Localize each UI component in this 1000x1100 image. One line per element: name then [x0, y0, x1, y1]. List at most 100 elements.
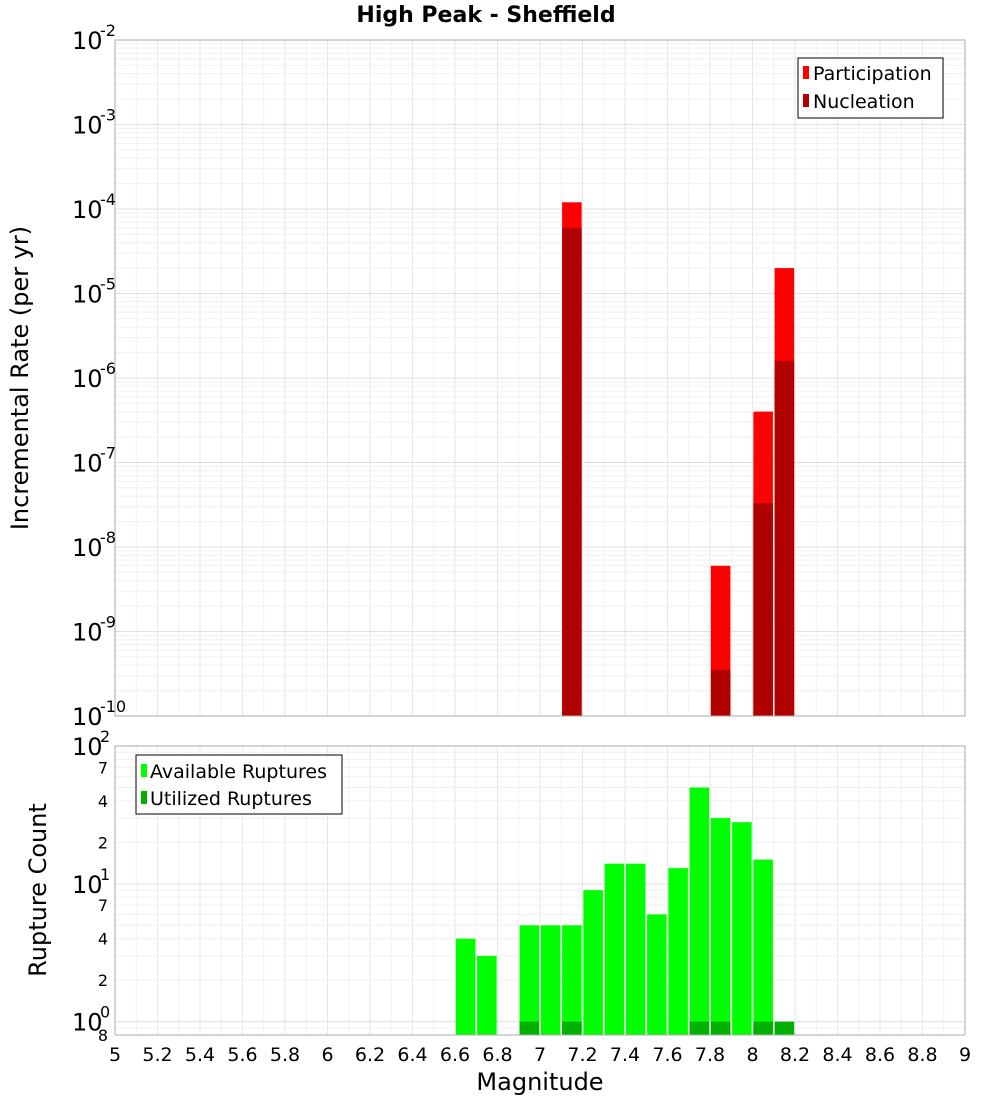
count-ytick-base: 10: [72, 1009, 103, 1037]
count-minor-tick: 7: [98, 896, 108, 915]
count-bar-utilized-ruptures: [774, 1021, 795, 1035]
count-y-axis-title: Rupture Count: [24, 803, 52, 977]
rate-ytick-exponent: -4: [100, 190, 116, 209]
legend-participation: Participation: [813, 63, 932, 85]
rate-bar-nucleation: [710, 670, 731, 716]
x-tick-label: 8: [746, 1044, 758, 1066]
x-tick-label: 7.6: [652, 1044, 682, 1066]
available-swatch: [141, 764, 147, 777]
count-bar-available-ruptures: [647, 914, 667, 1035]
count-ytick-base: 10: [72, 871, 103, 899]
count-bar-available-ruptures: [477, 955, 497, 1035]
count-bar-available-ruptures: [583, 890, 603, 1035]
participation-swatch: [803, 66, 809, 79]
count-bar-utilized-ruptures: [689, 1021, 710, 1035]
rate-bar-nucleation: [774, 360, 795, 716]
rate-ytick-exponent: -7: [100, 444, 116, 463]
x-tick-label: 7.8: [695, 1044, 725, 1066]
x-tick-label: 7: [534, 1044, 546, 1066]
count-minor-tick: 4: [98, 930, 108, 949]
count-bar-utilized-ruptures: [753, 1021, 773, 1035]
rate-ytick-base: 10: [72, 703, 103, 731]
count-legend: Available Ruptures Utilized Ruptures: [135, 754, 343, 815]
x-tick-label: 6.6: [440, 1044, 470, 1066]
count-minor-tick: 8: [98, 1026, 108, 1045]
count-bar-available-ruptures: [540, 925, 561, 1035]
x-tick-label: 7.2: [567, 1044, 597, 1066]
rate-ytick-exponent: -3: [100, 106, 116, 125]
x-tick-label: 5.2: [142, 1044, 172, 1066]
x-tick-label: 5.8: [270, 1044, 300, 1066]
rate-ytick-base: 10: [72, 365, 103, 393]
count-plot-frame: [114, 745, 966, 1036]
chart-title: High Peak - Sheffield: [356, 3, 615, 28]
rate-ytick-base: 10: [72, 619, 103, 647]
count-bar-available-ruptures: [625, 863, 646, 1035]
x-tick-label: 5.6: [227, 1044, 257, 1066]
x-tick-label: 5.4: [185, 1044, 215, 1066]
rate-ytick-exponent: -9: [100, 613, 116, 632]
rate-panel: 10-210-310-410-510-610-710-810-910-10 In…: [6, 21, 966, 731]
rate-ytick-base: 10: [72, 196, 103, 224]
rate-ytick-exponent: -2: [100, 21, 116, 40]
count-ytick-exponent: 1: [100, 865, 110, 884]
rate-ytick-base: 10: [72, 112, 103, 140]
x-tick-label: 6.2: [355, 1044, 385, 1066]
count-bar-available-ruptures: [753, 859, 773, 1035]
x-tick-labels: 5 5.2 5.4 5.6 5.8 6 6.2 6.4 6.6 6.8 7 7.2 7.4 7.6 7.8 8…: [109, 1044, 971, 1066]
rate-y-axis-title: Incremental Rate (per yr): [6, 226, 34, 530]
x-tick-label: 8.2: [780, 1044, 810, 1066]
count-bar-utilized-ruptures: [710, 1021, 731, 1035]
x-tick-label: 6.8: [482, 1044, 512, 1066]
count-bar-utilized-ruptures: [562, 1021, 582, 1035]
rate-ytick-base: 10: [72, 27, 103, 55]
rate-ytick-exponent: -5: [100, 275, 116, 294]
count-minor-tick: 4: [98, 792, 108, 811]
x-tick-label: 7.4: [610, 1044, 640, 1066]
count-bar-available-ruptures: [668, 868, 688, 1035]
x-tick-label: 8.6: [865, 1044, 895, 1066]
count-bar-available-ruptures: [732, 822, 752, 1035]
rate-ytick-exponent: -10: [100, 697, 126, 716]
rate-bar-nucleation: [753, 503, 773, 716]
nucleation-swatch: [803, 94, 809, 107]
count-bar-available-ruptures: [455, 938, 476, 1035]
count-minor-tick: 7: [98, 758, 108, 777]
count-ytick-exponent: 2: [100, 727, 110, 746]
rate-y-tick-labels: 10-210-310-410-510-610-710-810-910-10: [72, 21, 126, 731]
x-tick-label: 5: [109, 1044, 121, 1066]
count-bar-available-ruptures: [604, 863, 625, 1035]
x-tick-label: 8.4: [822, 1044, 852, 1066]
count-ytick-exponent: 0: [100, 1003, 110, 1022]
rate-ytick-base: 10: [72, 281, 103, 309]
rate-legend-box: [797, 57, 944, 119]
count-legend-box: [135, 754, 343, 815]
x-tick-label: 6.4: [397, 1044, 427, 1066]
count-minor-tick: 2: [98, 971, 108, 990]
count-ytick-base: 10: [72, 733, 103, 761]
rate-bar-nucleation: [562, 227, 582, 716]
utilized-swatch: [141, 791, 147, 804]
rate-ytick-base: 10: [72, 450, 103, 478]
x-axis-title: Magnitude: [476, 1068, 603, 1096]
legend-nucleation: Nucleation: [813, 91, 915, 113]
legend-available: Available Ruptures: [150, 761, 327, 783]
rate-gridlines: [114, 39, 966, 717]
rate-ytick-exponent: -8: [100, 528, 116, 547]
x-tick-label: 6: [321, 1044, 333, 1066]
count-bar-utilized-ruptures: [519, 1021, 540, 1035]
count-minor-tick: 2: [98, 833, 108, 852]
count-bars: [455, 787, 795, 1035]
x-tick-label: 8.8: [907, 1044, 937, 1066]
count-bar-available-ruptures: [689, 787, 710, 1035]
rate-ytick-exponent: -6: [100, 359, 116, 378]
count-bar-available-ruptures: [562, 925, 582, 1035]
rate-ytick-base: 10: [72, 534, 103, 562]
count-bar-available-ruptures: [710, 818, 731, 1035]
count-bar-available-ruptures: [519, 925, 540, 1035]
rate-plot-frame: [114, 39, 966, 717]
rate-bars: [562, 202, 795, 716]
